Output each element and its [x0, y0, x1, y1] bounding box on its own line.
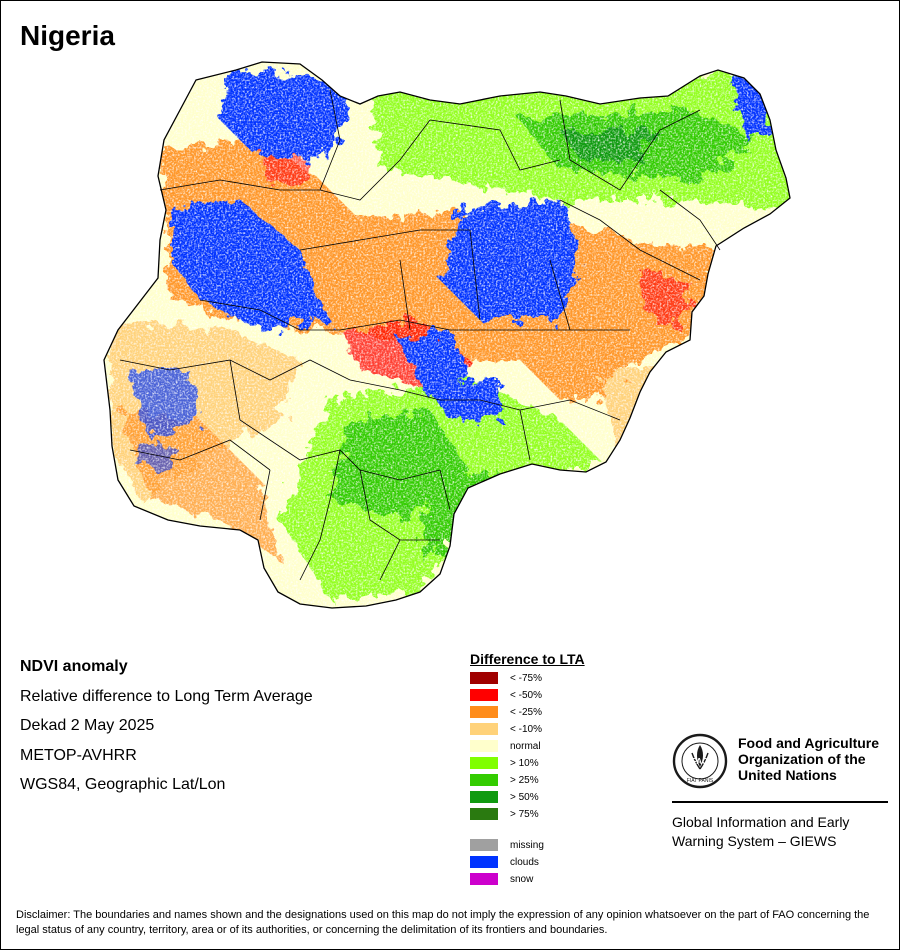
ndvi-anomaly-map — [103, 61, 791, 609]
legend-swatch — [470, 672, 498, 684]
fao-divider — [672, 801, 888, 803]
legend-extra-2: snow — [470, 872, 533, 886]
legend-swatch — [470, 740, 498, 752]
fao-name-line2: Organization of the — [738, 751, 866, 767]
legend-class-7: > 50% — [470, 790, 539, 804]
legend-label: > 75% — [510, 808, 539, 820]
map-title: Nigeria — [20, 20, 115, 51]
legend-label: < -10% — [510, 723, 542, 735]
legend-label: > 10% — [510, 757, 539, 769]
legend-swatch — [470, 808, 498, 820]
legend-label: > 25% — [510, 774, 539, 786]
legend-class-6: > 25% — [470, 773, 539, 787]
fao-logo-motto: FIAT PANIS — [687, 778, 714, 784]
legend-class-4: normal — [470, 739, 541, 753]
legend-swatch — [470, 689, 498, 701]
sensor-label: METOP-AVHRR — [20, 746, 137, 764]
legend-label: > 50% — [510, 791, 539, 803]
legend-label: clouds — [510, 856, 539, 868]
legend-swatch — [470, 873, 498, 885]
giews-line1: Global Information and Early — [672, 814, 850, 830]
fao-logo-letters: FAO — [692, 757, 708, 766]
giews-line2: Warning System – GIEWS — [672, 833, 837, 849]
legend-swatch — [470, 706, 498, 718]
legend-extra-0: missing — [470, 838, 544, 852]
legend-label: < -25% — [510, 706, 542, 718]
legend-title: Difference to LTA — [470, 651, 585, 667]
product-description: Relative difference to Long Term Average — [20, 687, 313, 705]
legend-label: < -75% — [510, 672, 542, 684]
legend-label: < -50% — [510, 689, 542, 701]
giews-label: Global Information and Early Warning Sys… — [672, 813, 892, 851]
fao-name-line3: United Nations — [738, 767, 837, 783]
legend-swatch — [470, 839, 498, 851]
state-boundaries — [119, 89, 721, 581]
period-label: Dekad 2 May 2025 — [20, 717, 155, 734]
anomaly-raster — [104, 62, 790, 608]
fao-name: Food and Agriculture Organization of the… — [738, 735, 898, 783]
fao-name-line1: Food and Agriculture — [738, 735, 880, 751]
legend-swatch — [470, 757, 498, 769]
legend-swatch — [470, 856, 498, 868]
legend-class-8: > 75% — [470, 807, 539, 821]
legend-class-5: > 10% — [470, 756, 539, 770]
legend-class-2: < -25% — [470, 705, 542, 719]
fao-logo-icon: FAO FIAT PANIS — [672, 733, 728, 789]
legend-class-1: < -50% — [470, 688, 542, 702]
product-name: NDVI anomaly — [20, 658, 128, 675]
legend-label: snow — [510, 873, 534, 885]
projection-label: WGS84, Geographic Lat/Lon — [20, 776, 226, 793]
disclaimer: Disclaimer: The boundaries and names sho… — [16, 909, 870, 936]
legend-label: missing — [510, 839, 544, 851]
legend-extra-1: clouds — [470, 855, 539, 869]
legend-swatch — [470, 774, 498, 786]
legend-swatch — [470, 791, 498, 803]
legend-class-3: < -10% — [470, 722, 542, 736]
legend: Difference to LTA < -75% < -50% < -25% < -1… — [470, 651, 585, 885]
legend-class-0: < -75% — [470, 671, 542, 685]
map-info: NDVI anomaly Relative difference to Long… — [20, 656, 313, 804]
legend-swatch — [470, 723, 498, 735]
legend-label: normal — [510, 740, 541, 752]
